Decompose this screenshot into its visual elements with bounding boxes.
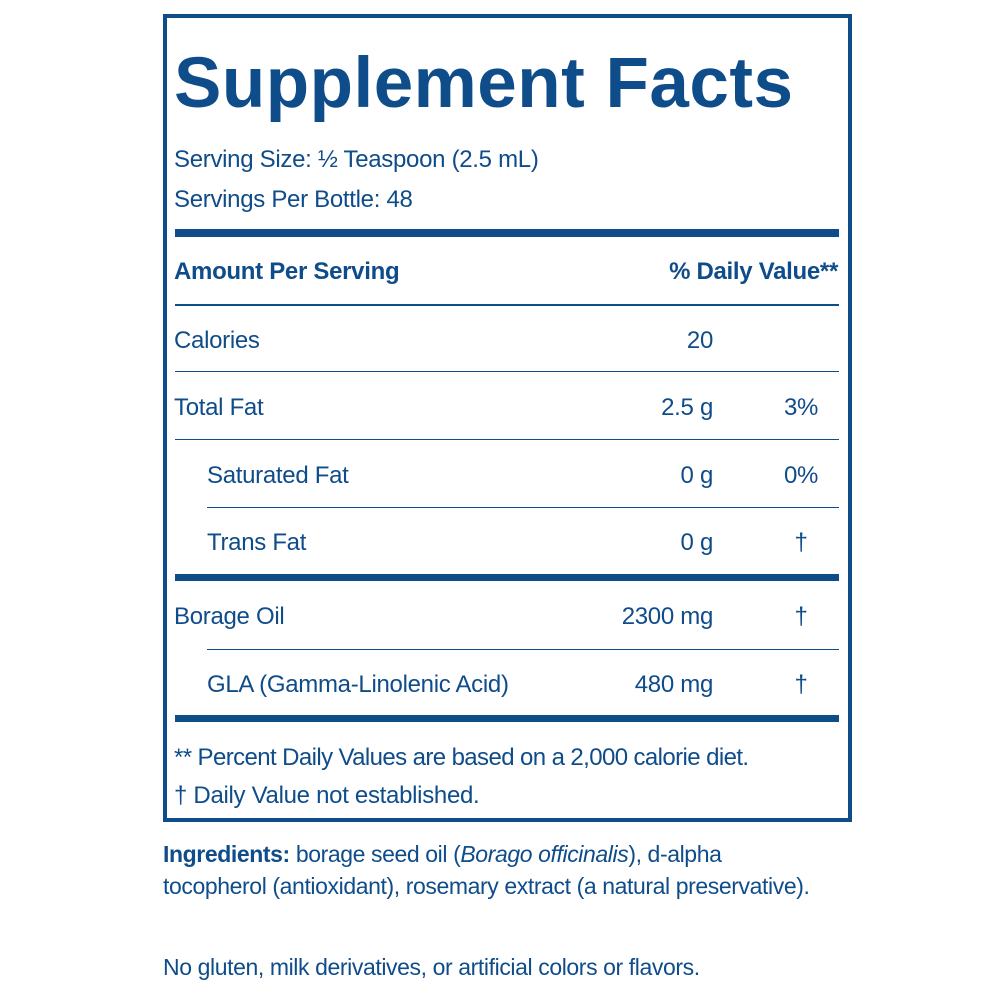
row-name: Borage Oil [174,603,285,630]
row-name: Trans Fat [207,529,307,556]
rule [207,507,839,508]
footnote: † Daily Value not established. [174,782,480,809]
footnote: ** Percent Daily Values are based on a 2… [174,744,749,771]
row-amount: 0 g [680,529,714,556]
ingredients-italic: Borago officinalis [460,841,629,867]
ingredients-text: borage seed oil ( [289,841,461,867]
ingredients-text: ), d-alpha tocopherol (antioxidant), ros… [163,841,810,899]
servings-per-bottle: Servings Per Bottle: 48 [174,186,413,213]
ingredients: Ingredients: borage seed oil (Borago off… [163,838,813,902]
note: No gluten, milk derivatives, or artifici… [163,954,700,980]
rule [175,371,839,372]
row-amount: 2.5 g [661,394,713,421]
title: Supplement Facts [174,44,794,123]
column-header: Amount Per Serving [174,258,400,285]
ingredients-label: Ingredients: [163,841,290,867]
row-amount: 480 mg [634,671,714,698]
thick-rule [175,715,839,722]
row-daily-value: † [794,529,808,556]
row-amount: 2300 mg [621,603,714,630]
rule [207,649,839,650]
row-daily-value: † [794,671,808,698]
row-daily-value: 3% [783,394,819,421]
row-name: Calories [174,327,260,354]
row-daily-value: † [794,603,808,630]
rule [175,304,839,306]
row-daily-value: 0% [783,462,819,489]
rule [175,439,839,440]
row-name: Total Fat [174,394,264,421]
facts-panel [163,14,852,822]
row-amount: 0 g [680,462,714,489]
thick-rule [175,574,839,581]
thick-rule [175,229,839,237]
row-amount: 20 [686,327,713,354]
serving-size: Serving Size: ½ Teaspoon (2.5 mL) [174,146,539,173]
row-name: GLA (Gamma-Linolenic Acid) [207,671,509,698]
row-name: Saturated Fat [207,462,349,489]
column-header: % Daily Value** [669,258,838,285]
